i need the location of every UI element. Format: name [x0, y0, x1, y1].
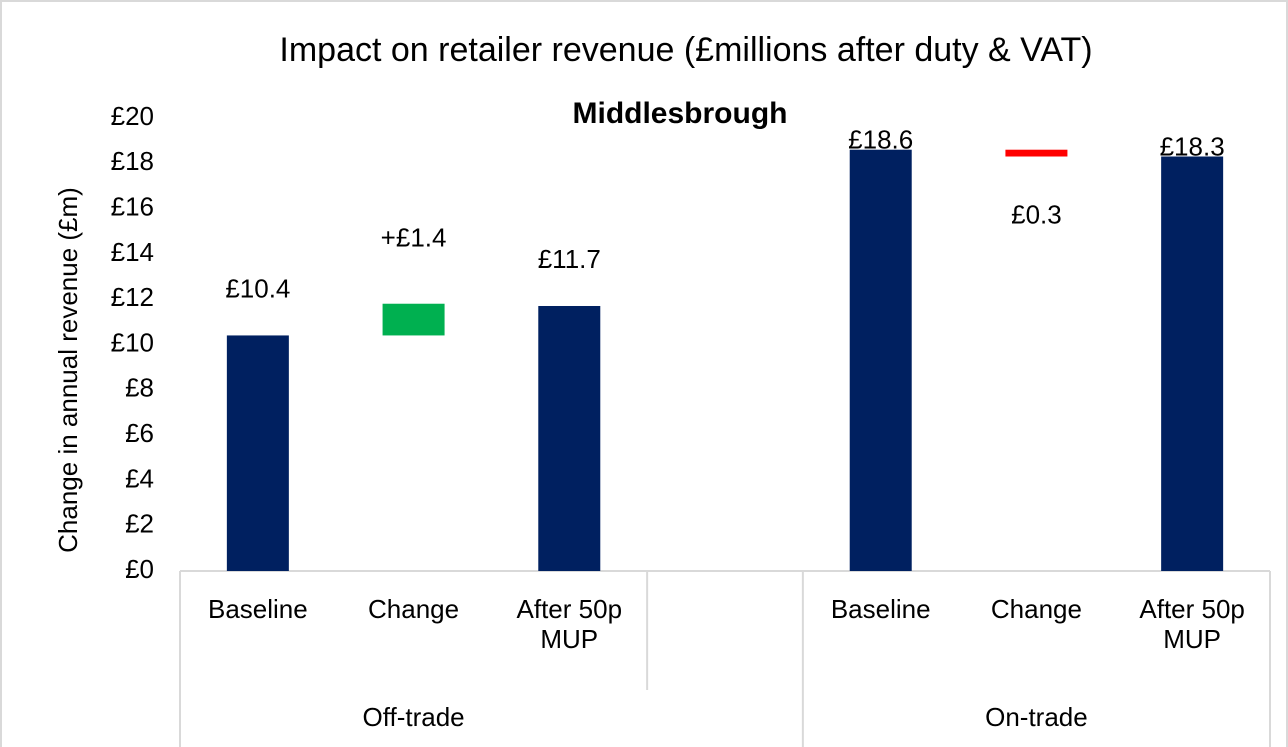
x-tick-label: Change	[990, 594, 1082, 624]
bar	[382, 303, 445, 336]
chart-title: Impact on retailer revenue (£millions af…	[279, 31, 1092, 69]
y-tick-label: £16	[111, 191, 154, 221]
bar	[226, 335, 289, 571]
chart-subtitle: Middlesbrough	[573, 97, 788, 130]
bar	[538, 305, 601, 571]
x-tick-label: After 50p MUP	[1139, 594, 1245, 654]
y-tick-label: £4	[125, 463, 154, 493]
y-tick-label: £2	[125, 509, 154, 539]
y-tick-label: £14	[111, 237, 154, 267]
bar	[1161, 156, 1224, 571]
x-tick-label: After 50p MUP	[516, 594, 623, 654]
y-axis-label: Change in annual revenue (£m)	[53, 187, 83, 553]
bar	[1005, 149, 1068, 157]
bar	[849, 149, 912, 571]
y-tick-label: £10	[111, 327, 154, 357]
y-tick-label: £18	[111, 146, 154, 176]
x-tick-label: Baseline	[830, 594, 931, 624]
y-tick-label: £8	[125, 373, 154, 403]
data-label: £11.7	[538, 244, 601, 274]
y-tick-label: £12	[111, 282, 154, 312]
group-label: Off-trade	[362, 702, 465, 732]
group-label: On-trade	[985, 702, 1088, 732]
y-tick-label: £6	[125, 418, 154, 448]
x-tick-label: Baseline	[207, 594, 308, 624]
data-label: +£1.4	[381, 223, 447, 253]
data-label: £18.6	[848, 125, 913, 155]
y-tick-label: £0	[125, 554, 154, 584]
x-tick-label: Change	[368, 594, 460, 624]
data-label: £0.3	[1011, 199, 1062, 229]
data-label: £10.4	[225, 273, 290, 303]
y-tick-label: £20	[111, 101, 154, 131]
data-label: £18.3	[1160, 131, 1225, 161]
